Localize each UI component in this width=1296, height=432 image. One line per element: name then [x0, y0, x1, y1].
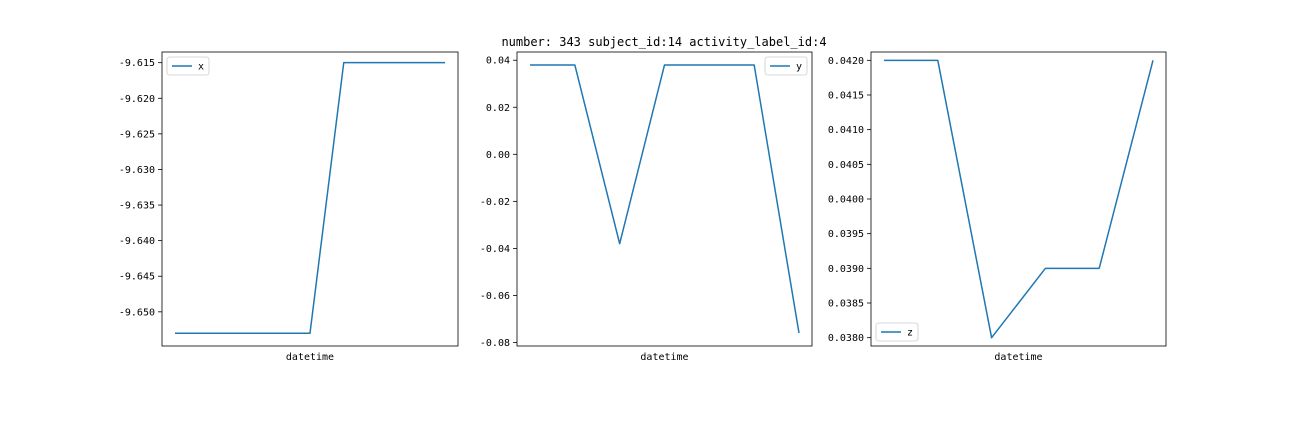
- axes-frame: [161, 51, 459, 347]
- y-tick-label: -9.620: [119, 94, 155, 105]
- legend-label: y: [796, 62, 802, 73]
- y-tick-label: -0.06: [480, 291, 510, 302]
- y-tick-label: 0.02: [486, 103, 510, 114]
- y-tick-label: -9.640: [119, 236, 155, 247]
- y-tick-label: 0.0405: [828, 160, 864, 171]
- legend-label: z: [907, 328, 913, 339]
- series-line-z: [884, 59, 1154, 339]
- y-tick-label: 0.00: [486, 150, 510, 161]
- y-tick-label: 0.0410: [828, 125, 864, 136]
- axes-frame: [516, 51, 813, 347]
- subplot-2: 0.04 0.02 0.00 -0.02 -0.04 -0.06 -0.08 datetime…: [480, 51, 813, 363]
- y-tick-label: 0.0395: [828, 229, 864, 240]
- y-tick-label: 0.0385: [828, 299, 864, 310]
- y-tick-label: 0.0400: [828, 195, 864, 206]
- legend-label: x: [198, 62, 204, 73]
- y-tick-label: -9.645: [119, 272, 155, 283]
- y-tick-label: -0.08: [480, 338, 510, 349]
- y-tick-label: -9.630: [119, 165, 155, 176]
- x-axis-label: datetime: [286, 352, 334, 363]
- y-tick-label: -9.650: [119, 307, 155, 318]
- y-tick-label: 0.04: [486, 56, 510, 67]
- y-tick-label: -9.625: [119, 129, 155, 140]
- y-tick-label: 0.0390: [828, 264, 864, 275]
- legend: y: [764, 56, 808, 76]
- legend: z: [875, 322, 919, 342]
- x-axis-label: datetime: [640, 352, 688, 363]
- y-tick-label: 0.0415: [828, 90, 864, 101]
- subplot-3: 0.0420 0.0415 0.0410 0.0405 0.0400 0.0395 0.03…: [828, 51, 1167, 363]
- legend: x: [166, 56, 210, 76]
- y-tick-label: -9.615: [119, 58, 155, 69]
- y-tick-label: 0.0420: [828, 56, 864, 67]
- chart-suptitle: number: 343 subject_id:14 activity_label…: [501, 35, 826, 49]
- axes-frame: [870, 51, 1167, 347]
- y-tick-label: -0.02: [480, 197, 510, 208]
- subplot-1: -9.615 -9.620 -9.625 -9.630 -9.635 -9.640 -9.6…: [119, 51, 459, 363]
- y-tick-label: -9.635: [119, 201, 155, 212]
- series-line-x: [175, 61, 445, 334]
- series-line-y: [530, 64, 800, 334]
- y-tick-label: 0.0380: [828, 333, 864, 344]
- x-axis-label: datetime: [994, 352, 1042, 363]
- y-tick-label: -0.04: [480, 244, 510, 255]
